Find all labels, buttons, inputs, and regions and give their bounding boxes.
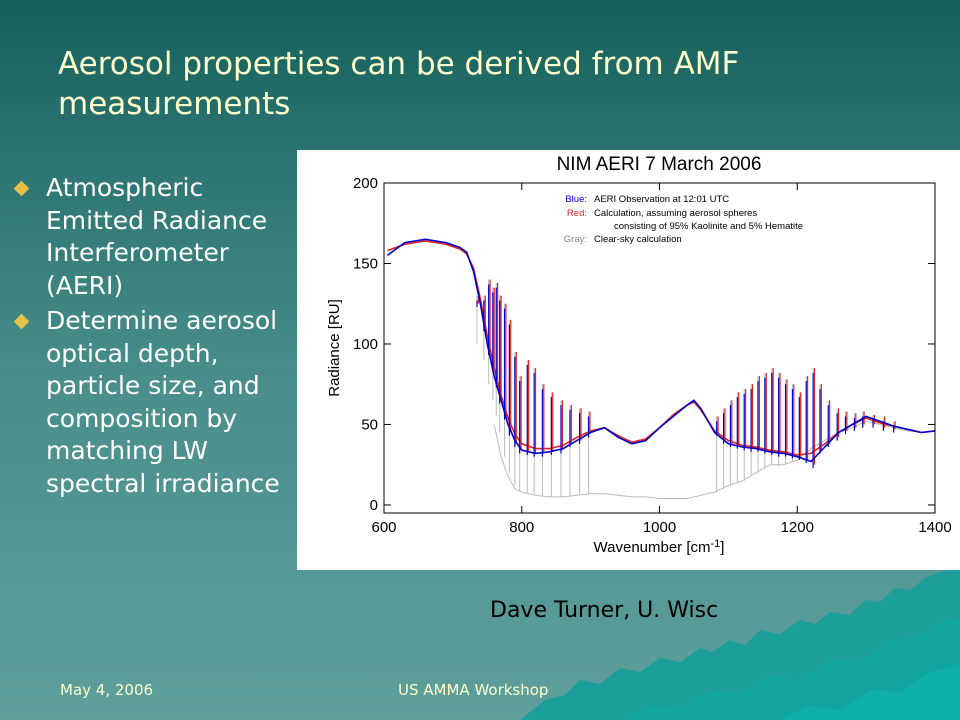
gray-series-line	[493, 420, 936, 499]
plot-frame	[383, 182, 936, 514]
footer-date: May 4, 2006	[60, 681, 154, 699]
blue-series	[386, 238, 936, 468]
slide-title: Aerosol properties can be derived from A…	[58, 46, 740, 122]
legend-key: Red:	[567, 208, 587, 219]
bullet-line: matching LW	[46, 436, 209, 465]
x-axis-label-sup: -1	[711, 538, 721, 550]
diamond-bullet-icon	[13, 180, 30, 197]
aeri-chart: NIM AERI 7 March 2006 600 800 1000 1200 1400…	[297, 150, 960, 570]
gray-series	[476, 279, 936, 499]
chart-title: NIM AERI 7 March 2006	[557, 154, 762, 175]
x-axis-label: Wavenumber [cm-1]	[594, 538, 725, 556]
bullet-item: Atmospheric Emitted Radiance Interferome…	[10, 172, 300, 302]
y-tick-label: 50	[361, 416, 378, 433]
bullet-line: spectral irradiance	[46, 468, 280, 498]
x-axis-label-end: ]	[720, 539, 724, 556]
bullet-line: particle size, and	[46, 371, 260, 400]
bullet-line: Interferometer	[46, 238, 230, 267]
x-axis-label-text: Wavenumber [cm	[594, 539, 711, 556]
legend-key: Gray:	[564, 234, 587, 245]
red-series-line	[387, 240, 936, 456]
bullet-line: (AERI)	[46, 270, 124, 300]
x-tick-label: 1000	[643, 519, 676, 536]
x-tick-label: 1200	[781, 519, 814, 536]
y-axis-label: Radiance [RU]	[326, 299, 343, 397]
bullet-line: Atmospheric	[46, 173, 204, 202]
legend-text: Calculation, assuming aerosol spheres	[594, 208, 757, 219]
y-tick-label: 200	[353, 175, 378, 192]
blue-series-line	[386, 238, 936, 463]
y-tick-label: 100	[353, 336, 378, 353]
chart-svg: NIM AERI 7 March 2006 600 800 1000 1200 1400…	[326, 154, 952, 556]
bullet-item: Determine aerosol optical depth, particl…	[10, 305, 300, 500]
y-tick-label: 150	[353, 255, 378, 272]
legend-text: consisting of 95% Kaolinite and 5% Hemat…	[614, 221, 803, 232]
bullet-line: Determine aerosol	[46, 306, 278, 335]
bullet-line: composition by	[46, 403, 238, 433]
x-tick-label: 800	[509, 519, 534, 536]
x-tick-label: 600	[371, 519, 396, 536]
diamond-bullet-icon	[13, 313, 30, 330]
credit-text: Dave Turner, U. Wisc	[490, 598, 719, 623]
red-series	[387, 240, 936, 465]
legend-key: Blue:	[565, 194, 587, 205]
legend-text: Clear-sky calculation	[594, 234, 682, 245]
legend-text: AERI Observation at 12:01 UTC	[594, 194, 729, 205]
bullet-line: optical depth,	[46, 338, 219, 368]
footer-event: US AMMA Workshop	[398, 681, 549, 699]
y-tick-label: 0	[370, 497, 378, 514]
bullet-line: Emitted Radiance	[46, 205, 268, 235]
bullet-list: Atmospheric Emitted Radiance Interferome…	[10, 172, 300, 503]
x-tick-label: 1400	[918, 519, 951, 536]
chart-legend: Blue: AERI Observation at 12:01 UTC Red: Ca…	[564, 194, 803, 245]
chart-axes: 600 800 1000 1200 1400 0 50 100 150 200	[353, 175, 952, 536]
